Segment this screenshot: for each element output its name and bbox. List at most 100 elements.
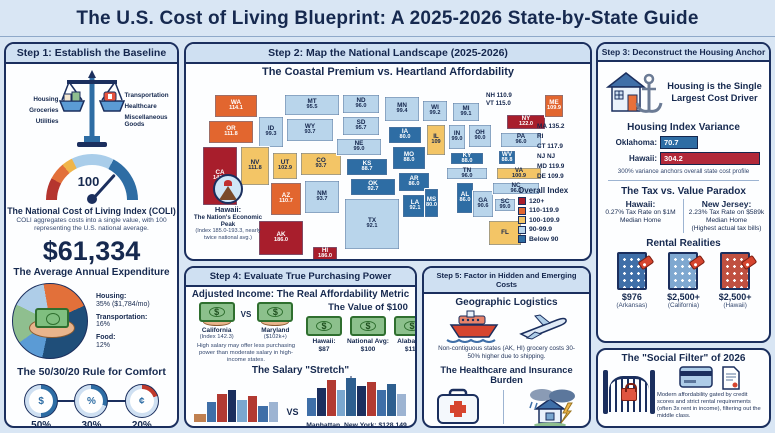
gauge-hub <box>86 194 97 204</box>
state-abbr: PA <box>516 133 526 141</box>
state-value: 92.7 <box>367 186 379 193</box>
state-MO: MO 88.0 <box>392 146 426 170</box>
pie-label-name: Food: <box>96 334 116 342</box>
state-abbr: SD <box>356 119 366 127</box>
coli-title: The National Cost of Living Index (COLI) <box>7 206 176 216</box>
scale-left-labels: Housing Groceries Utilities <box>7 92 59 129</box>
coli-description: COLI aggregates costs into a single valu… <box>16 217 167 233</box>
state-AZ: AZ 110.7 <box>270 182 302 216</box>
state-abbr: AZ <box>281 192 291 200</box>
cargo-ship-icon <box>445 310 498 343</box>
value100-amount: $100 <box>360 345 376 353</box>
bar-label-hawaii: Hawaii: <box>628 154 657 163</box>
adjusted-caption: High salary may offer less purchasing po… <box>196 343 296 364</box>
state-WI: WI 99.2 <box>422 100 448 122</box>
pie-label-name: Transportation: <box>96 313 148 321</box>
state-value: 100.9 <box>512 172 526 179</box>
oklahoma-bar: 70.7 <box>660 136 698 149</box>
legend-swatch <box>518 216 526 224</box>
state-abbr: WA <box>230 99 242 107</box>
state-abbr: MO <box>403 151 415 159</box>
ne-top-callout: NH 110.9 <box>486 92 512 99</box>
state-abbr: SC <box>500 198 510 206</box>
gauge-value: 100 <box>77 174 100 189</box>
value100-item: $ National Avg: $100 <box>346 316 390 354</box>
state-WA: WA 114.1 <box>214 94 258 118</box>
state-abbr: NY <box>521 115 531 123</box>
percent-icon: % <box>74 384 109 419</box>
volcano-icon <box>213 174 243 204</box>
state-abbr: ND <box>356 97 366 105</box>
tax-nj-name: New Jersey: <box>701 199 752 209</box>
california-money-icon: $ California (Index 142.3) <box>197 302 237 340</box>
pie-label-value: 12% <box>96 341 111 349</box>
step3-panel: Step 3: Deconstruct the Housing Anchor H… <box>596 42 771 343</box>
ne-top-callout: VT 115.0 <box>486 100 511 108</box>
state-value: 99.0 <box>499 204 511 211</box>
value100-label: Hawaii: $87 <box>312 338 336 353</box>
state-KY: KY 88.0 <box>450 152 484 165</box>
state-abbr: OH <box>475 129 485 137</box>
pie-label-value: 16% <box>96 321 111 329</box>
page-title: The U.S. Cost of Living Blueprint: A 202… <box>76 8 699 29</box>
rental-items: $976 (Arkansas) $2,500+ (California) $2,500+… <box>598 249 769 309</box>
pie-labels: Housing: 35% ($1,784/mo) Transportation: 16… <box>96 288 150 354</box>
cleveland-skyline: Cleveland, Ohio: $50,000 <box>192 388 280 426</box>
step2-header: Step 2: Map the National Landscape (2025… <box>186 44 590 64</box>
scale-label: Transportation <box>124 92 169 99</box>
state-WV: WV 88.8 <box>498 150 516 165</box>
state-abbr: FL <box>501 228 509 236</box>
state-value: 86.0 <box>408 181 420 188</box>
state-abbr: AL <box>460 191 470 199</box>
map-states-layer: WA114.1OR111.8CA142.3ID99.3NV111.8UT102.… <box>200 94 564 260</box>
state-NE: NE 99.0 <box>336 138 382 156</box>
variance-note: 300% variance anchors overall state cost… <box>617 168 750 175</box>
tax-paradox-title: The Tax vs. Value Paradox <box>621 186 746 197</box>
us-choropleth-map: WA114.1OR111.8CA142.3ID99.3NV111.8UT102.… <box>186 78 590 260</box>
state-value: 186.0 <box>318 253 332 260</box>
credit-card-icon <box>678 366 713 388</box>
state-value: 95.5 <box>306 104 318 111</box>
state-AR: AR 86.0 <box>398 172 430 192</box>
divider <box>502 389 505 424</box>
value100-label: National Avg: $100 <box>346 338 389 353</box>
pie-label-name: Housing: <box>96 293 127 301</box>
state-value: 86.0 <box>459 197 471 204</box>
apartment-building-icon <box>668 251 706 290</box>
state-FL: FL <box>488 220 522 246</box>
value100-title: The Value of $100 <box>328 302 408 313</box>
step5-panel: Step 5: Factor in Hidden and Emerging Co… <box>422 266 591 428</box>
state-value: 88.7 <box>361 166 373 173</box>
ne-callout: MA 135.2 <box>537 123 565 130</box>
rental-item: $2,500+ (California) <box>659 251 707 309</box>
state-abbr: MI <box>462 105 470 113</box>
rental-state: (Hawaii) <box>723 301 747 309</box>
state-abbr: MT <box>307 98 317 106</box>
scale-label: Housing <box>33 95 59 103</box>
state-value: 90.6 <box>477 203 489 210</box>
locked-gate-icon <box>603 366 655 414</box>
coins-icon: ¢ <box>124 384 159 419</box>
tax-nj-extra: (Highest actual tax bills) <box>691 224 762 232</box>
first-aid-kit-icon <box>436 388 479 424</box>
value100-item: $ Hawaii: $87 <box>302 316 346 354</box>
ne-callout: DE 109.9 <box>537 172 564 180</box>
scale-label: Healthcare <box>124 103 157 110</box>
state-value: 92.1 <box>409 205 421 212</box>
scale-right-labels: Transportation Healthcare Miscellaneous Go… <box>125 88 177 132</box>
average-expenditure-label: The Average Annual Expenditure <box>13 267 170 279</box>
salary-right-caption: Manhattan, New York: $128,149 <box>306 422 407 428</box>
expenditure-pie-figure: Housing: 35% ($1,784/mo) Transportation: 16… <box>12 283 175 360</box>
state-value: 96.0 <box>515 139 527 146</box>
state-abbr: IL <box>433 133 439 141</box>
state-value: 99.3 <box>265 131 277 138</box>
state-value: 99.1 <box>460 111 472 118</box>
divider <box>608 180 759 181</box>
state-MT: MT 95.5 <box>284 94 340 116</box>
state-NV: NV 111.8 <box>240 146 270 186</box>
state-value: 102.9 <box>278 165 292 172</box>
state-abbr: UT <box>280 159 290 167</box>
hawaii-callout: Hawaii: The Nation's Economic Peak (Inde… <box>190 174 266 241</box>
apartment-building-icon <box>616 251 655 290</box>
state-value: 95.7 <box>355 125 367 132</box>
